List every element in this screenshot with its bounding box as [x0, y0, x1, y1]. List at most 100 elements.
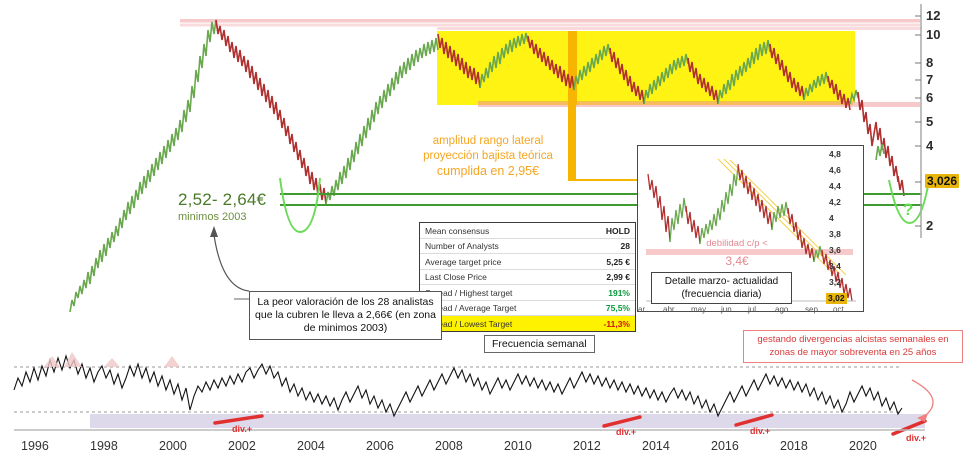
- callout-arrow: [911, 379, 934, 422]
- year-label: 1996: [21, 439, 49, 453]
- inset-month-label: ar: [638, 305, 646, 314]
- year-label: 1998: [90, 439, 118, 453]
- bottom-pattern-2003: [279, 177, 321, 234]
- row-label: Last Close Price: [425, 272, 487, 282]
- table-row: Average target price 5,25 €: [420, 254, 635, 270]
- year-label: 2000: [159, 439, 187, 453]
- divergence-markers: [213, 413, 927, 436]
- worst-valuation-arrow: [210, 226, 250, 292]
- main-price-chart: [69, 4, 930, 321]
- row-value: 2,99 €: [606, 272, 630, 282]
- inset-axis-tick: 3,4: [829, 261, 841, 271]
- row-value: 191%: [608, 287, 630, 298]
- year-label: 2008: [435, 439, 463, 453]
- weakness-line-2: 3,4€: [725, 254, 749, 268]
- table-row: Spread / Average Target 75,5%: [420, 301, 635, 316]
- range-note-line-2: proyección bajista teórica: [423, 150, 553, 162]
- year-label: 2020: [849, 439, 877, 453]
- inset-caption-line-1: Detalle marzo- actualidad: [664, 276, 779, 287]
- inset-price-axis: 4,8 4,6 4,4 4,2 4 3,8 3,6 3,4 3,2 3,02: [824, 146, 864, 311]
- inset-axis-tick: 3,8: [829, 229, 841, 239]
- row-label: Mean consensus: [425, 225, 490, 236]
- row-label: Spread / Lowest Target: [425, 318, 513, 329]
- divergence-label: div.+: [232, 424, 253, 434]
- support-zone-sublabel: minimos 2003: [178, 211, 247, 223]
- divergence-label: div.+: [906, 433, 927, 443]
- inset-axis-tick: 4,4: [829, 181, 841, 191]
- row-label: Spread / Average Target: [425, 303, 517, 313]
- axis-tick: 10: [926, 27, 941, 42]
- inset-axis-tick: 4,8: [829, 149, 841, 159]
- divergence-label: div.+: [750, 426, 771, 436]
- axis-tick: 5: [926, 114, 934, 129]
- inset-axis-tick: 4: [829, 213, 834, 223]
- inset-month-label: may: [691, 305, 707, 314]
- inset-axis-tick: 3,6: [829, 245, 841, 255]
- table-row: Mean consensus HOLD: [420, 223, 635, 239]
- table-row: Last Close Price 2,99 €: [420, 270, 635, 285]
- inset-axis-tick: 3,2: [829, 277, 841, 287]
- table-row: Spread / Highest target 191%: [420, 285, 635, 301]
- inset-month-label: sep: [805, 305, 818, 314]
- axis-tick: 7: [926, 72, 934, 87]
- oversold-zone-band: [90, 414, 925, 428]
- row-label: Average target price: [425, 256, 502, 267]
- inset-month-label: oct: [833, 305, 844, 314]
- year-label: 2014: [642, 439, 670, 453]
- weakness-band: [646, 249, 853, 255]
- callout-line-1: gestando divergencias alcistas semanales…: [757, 334, 949, 345]
- inset-month-label: jul: [748, 305, 757, 314]
- oscillator-series: [13, 354, 903, 418]
- row-label: Spread / Highest target: [425, 287, 513, 298]
- row-value: 28: [620, 241, 630, 251]
- analyst-consensus-table: Mean consensus HOLD Number of Analysts 2…: [419, 222, 636, 332]
- bullish-divergence-callout: gestando divergencias alcistas semanales…: [743, 330, 963, 363]
- overbought-shading: [44, 352, 180, 367]
- inset-month-label: jun: [721, 305, 732, 314]
- year-label: 2002: [228, 439, 256, 453]
- inset-month-label: ago: [775, 305, 789, 314]
- axis-tick: 6: [926, 90, 934, 105]
- table-row-highlighted: Spread / Lowest Target -11,3%: [420, 316, 635, 331]
- year-label: 2016: [711, 439, 739, 453]
- callout-line-2: zonas de mayor sobreventa en 25 años: [769, 346, 937, 358]
- axis-tick: 4: [926, 138, 934, 153]
- year-label: 2006: [366, 439, 394, 453]
- range-note-line-3: cumplida en 2,95€: [436, 164, 540, 178]
- weakness-line-1: debilidad c/p <: [706, 238, 768, 249]
- inset-month-axis: ar abr may jun jul ago sep oct: [637, 303, 862, 319]
- last-price-tag: 3,026: [925, 174, 960, 188]
- year-axis: 1996 1998 2000 2002 2004 2006 2008 2010 …: [0, 437, 967, 461]
- year-label: 2018: [780, 439, 808, 453]
- inset-weakness-note: debilidad c/p < 3,4€: [662, 238, 812, 268]
- inset-month-label: abr: [663, 305, 675, 314]
- row-label: Number of Analysts: [425, 241, 499, 251]
- price-series: [69, 19, 905, 313]
- projected-bottom-pattern: [888, 179, 930, 224]
- range-projection-note: amplitud rango lateral proyección bajist…: [398, 134, 578, 179]
- inset-last-price-tag: 3,02: [826, 293, 847, 304]
- row-value: -11,3%: [603, 318, 630, 329]
- year-label: 2004: [297, 439, 325, 453]
- axis-tick: 2: [926, 218, 934, 233]
- support-zone-label: 2,52- 2,64€ minimos 2003: [178, 190, 266, 223]
- row-value: 5,25 €: [606, 256, 630, 267]
- row-value: 75,5%: [605, 303, 630, 313]
- table-row: Number of Analysts 28: [420, 239, 635, 254]
- axis-tick: 12: [926, 8, 941, 23]
- projection-question-mark: ?: [903, 200, 914, 219]
- year-label: 2012: [573, 439, 601, 453]
- worst-valuation-note: La peor valoración de los 28 analistas q…: [249, 291, 442, 340]
- support-zone-price: 2,52- 2,64€: [178, 190, 267, 209]
- range-note-line-1: amplitud rango lateral: [432, 135, 544, 147]
- row-value: HOLD: [605, 225, 630, 236]
- inset-axis-tick: 4,2: [829, 197, 841, 207]
- main-price-axis: 12 10 8 7 6 5 4 3,026 2: [923, 0, 967, 240]
- axis-tick: 8: [926, 55, 934, 70]
- inset-caption: Detalle marzo- actualidad (frecuencia di…: [651, 272, 792, 304]
- resistance-band-top: [180, 19, 922, 30]
- frequency-label-box: Frecuencia semanal: [484, 335, 595, 353]
- inset-caption-line-2: (frecuencia diaria): [681, 289, 762, 300]
- year-label: 2010: [504, 439, 532, 453]
- divergence-label: div.+: [616, 427, 637, 437]
